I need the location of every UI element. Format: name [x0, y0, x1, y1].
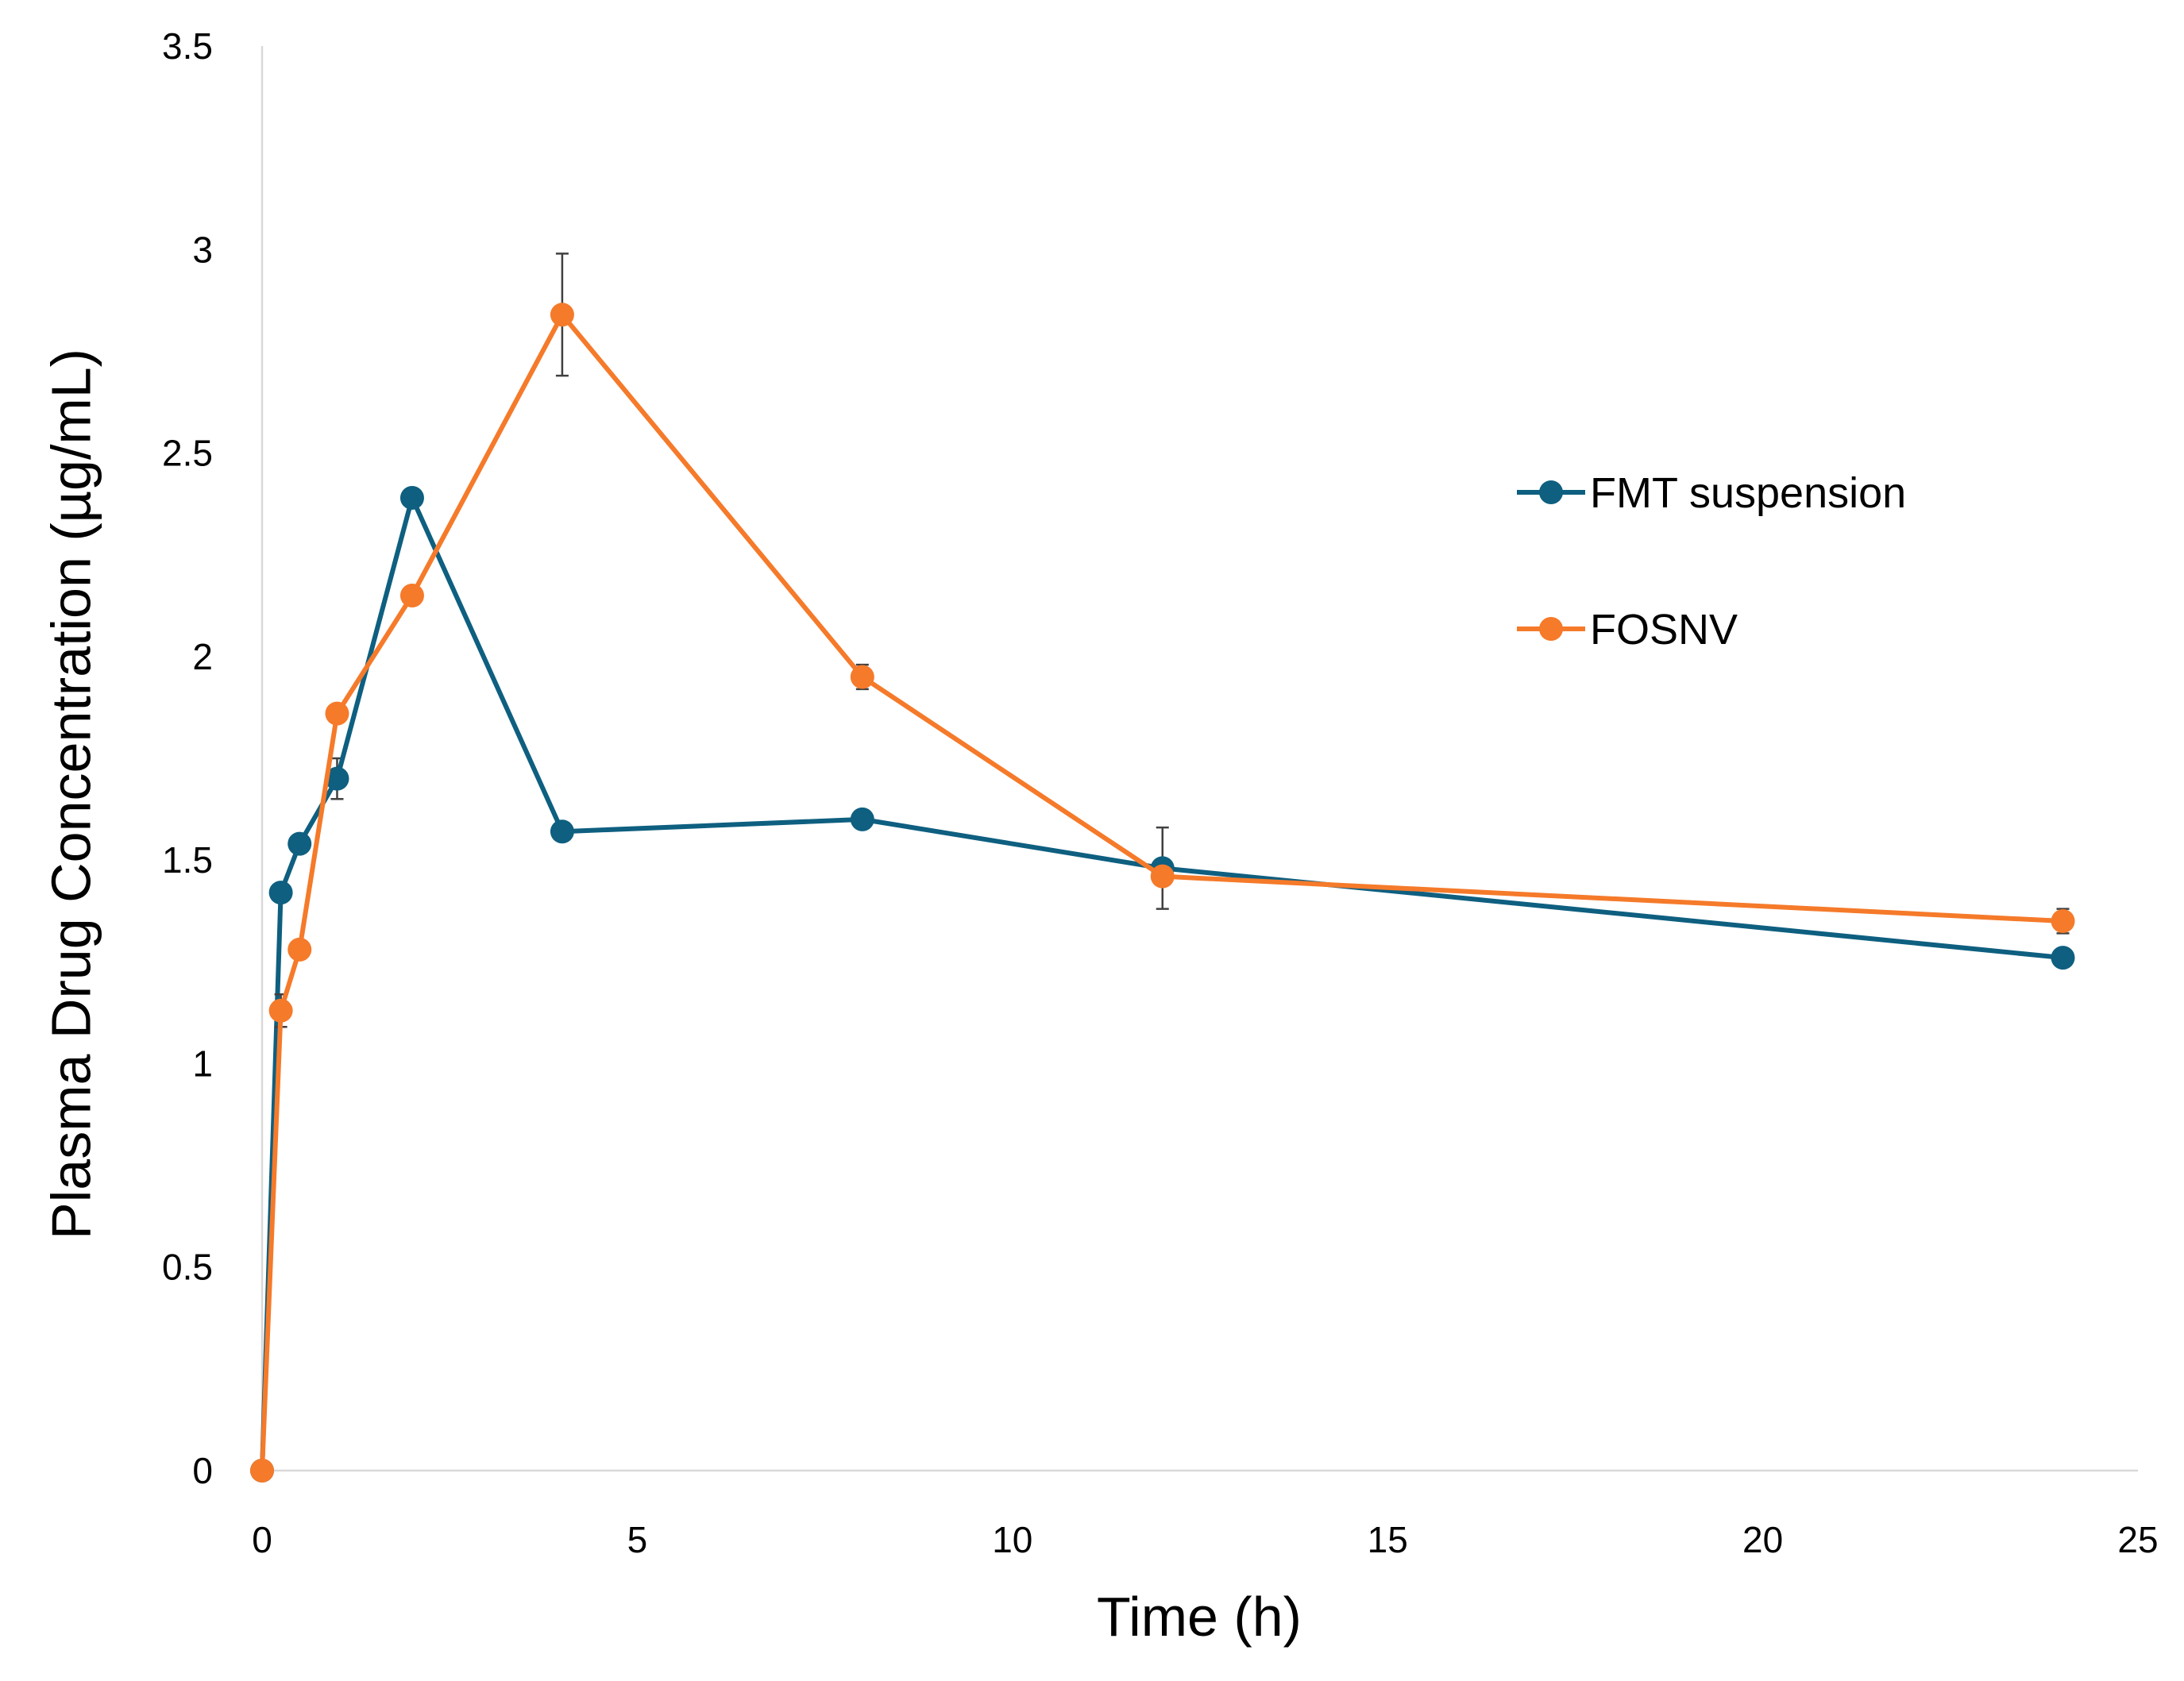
- y-tick-label: 2: [192, 636, 213, 677]
- data-point: [268, 998, 293, 1023]
- legend-label: FOSNV: [1590, 606, 1738, 654]
- data-point: [2051, 909, 2075, 934]
- data-point: [268, 881, 293, 905]
- data-point: [850, 665, 874, 689]
- legend-label: FMT suspension: [1590, 469, 1906, 517]
- x-tick-label: 5: [627, 1519, 648, 1560]
- y-tick-label: 3: [192, 229, 213, 270]
- y-axis-title-text: Plasma Drug Concentration (µg/mL): [40, 349, 102, 1240]
- y-tick-label: 0.5: [162, 1247, 213, 1288]
- y-axis-title: Plasma Drug Concentration (µg/mL): [40, 349, 102, 1240]
- x-tick-label: 15: [1368, 1519, 1408, 1560]
- data-point: [1150, 864, 1175, 889]
- x-tick-label: 20: [1742, 1519, 1783, 1560]
- data-point: [325, 701, 349, 726]
- data-point: [399, 583, 424, 607]
- legend-swatch-marker: [1539, 480, 1563, 504]
- series-layer: [250, 253, 2075, 1482]
- legend-item: FMT suspension: [1517, 469, 1906, 517]
- x-tick-label: 0: [252, 1519, 272, 1560]
- data-point: [550, 819, 574, 844]
- y-tick-label: 3.5: [162, 25, 213, 67]
- x-tick-label: 10: [992, 1519, 1032, 1560]
- data-point: [250, 1459, 274, 1482]
- legend: FMT suspension FOSNV: [1517, 469, 1906, 654]
- series-2: [250, 253, 2075, 1482]
- x-axis-title: Time (h): [1097, 1586, 1302, 1648]
- data-point: [287, 937, 312, 962]
- series-1: [250, 485, 2075, 1482]
- data-point: [325, 766, 349, 791]
- y-tick-label: 1: [192, 1043, 213, 1084]
- data-point: [850, 807, 874, 831]
- y-tick-label: 0: [192, 1450, 213, 1491]
- data-point: [2051, 946, 2075, 970]
- axes: 0 0.5 1 1.5 2 2.5 3 3.5 0 5 10 15 20 25: [162, 25, 2159, 1560]
- series-line: [260, 495, 2063, 1471]
- data-point: [399, 485, 424, 510]
- y-tick-label: 1.5: [162, 839, 213, 881]
- data-point: [287, 831, 312, 856]
- legend-swatch-marker: [1539, 617, 1563, 641]
- data-point: [550, 303, 574, 327]
- legend-item: FOSNV: [1517, 606, 1738, 654]
- y-tick-label: 2.5: [162, 433, 213, 474]
- x-tick-label: 25: [2117, 1519, 2158, 1560]
